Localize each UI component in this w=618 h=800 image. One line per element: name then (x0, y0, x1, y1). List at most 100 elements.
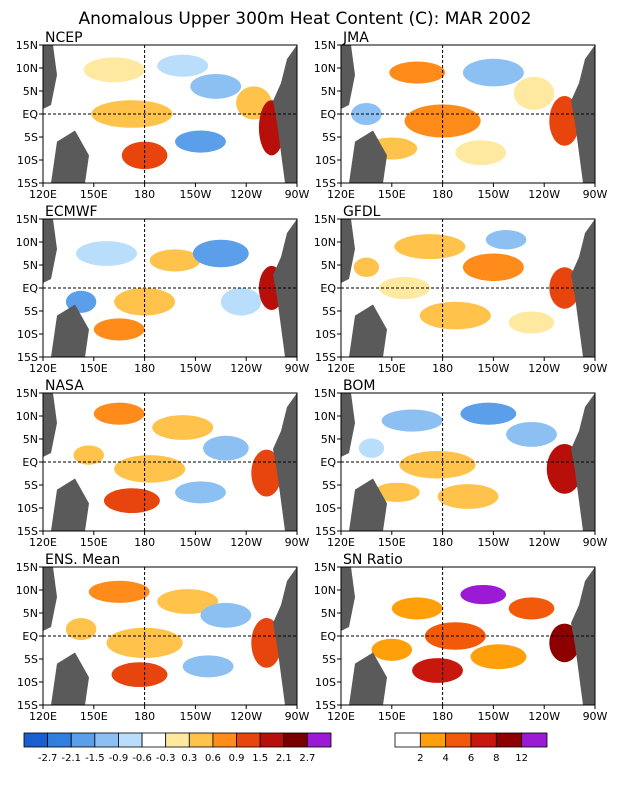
lon-tick-label: 120W (230, 188, 262, 201)
lon-tick-label: 120E (327, 188, 355, 201)
colorbar-swatch (470, 732, 497, 748)
anomaly-patch (424, 622, 486, 650)
lon-tick-label: 120E (29, 710, 57, 723)
colorbar-label: -1.5 (85, 753, 105, 764)
anomaly-patch (175, 481, 226, 504)
anomaly-patch (549, 96, 580, 146)
lat-tick-label: EQ (320, 108, 336, 121)
lat-tick-label: EQ (22, 282, 38, 295)
land-new-guinea-australia (349, 304, 387, 357)
anomaly-patch (192, 239, 249, 268)
lat-tick-label: EQ (22, 630, 38, 643)
lon-tick-label: 150E (80, 710, 108, 723)
lat-tick-label: 10S (17, 154, 38, 167)
land-new-guinea-australia (51, 478, 89, 531)
lat-tick-label: 15S (315, 525, 336, 538)
panel-label: NCEP (45, 30, 83, 46)
lon-tick-label: 120E (327, 710, 355, 723)
lon-tick-label: 150W (179, 710, 211, 723)
lat-tick-label: 5N (23, 433, 38, 446)
lon-tick-label: 120E (29, 362, 57, 375)
colorbar-swatch (394, 732, 421, 748)
anomaly-patch (419, 301, 491, 330)
anomaly-patch (358, 438, 385, 458)
lon-tick-label: 90W (285, 536, 310, 549)
lon-tick-label: 120W (230, 362, 262, 375)
anomaly-patch (220, 288, 262, 316)
lon-tick-label: 120W (528, 710, 560, 723)
colorbar-label: 6 (468, 753, 474, 764)
anomaly-patch (251, 449, 282, 497)
anomaly-patch (549, 623, 580, 663)
anomaly-patch (93, 318, 145, 341)
colorbar-swatch (23, 732, 49, 748)
anomaly-patch (152, 415, 214, 440)
panel-label: GFDL (343, 204, 381, 220)
lat-tick-label: 10S (315, 154, 336, 167)
lat-tick-label: 15N (16, 39, 38, 52)
lat-tick-label: 5N (321, 85, 336, 98)
anomaly-patch (88, 580, 150, 603)
lon-tick-label: 120W (230, 536, 262, 549)
anomaly-colorbar: -2.7 -2.1 -1.5 -0.9 -0.6 -0.3 0.3 0.6 0.9 1.5 2.1 2… (23, 732, 332, 764)
colorbar-swatch (141, 732, 167, 748)
panel-label: ECMWF (45, 204, 98, 220)
colorbar-swatch (212, 732, 237, 748)
lat-tick-label: 10N (314, 236, 336, 249)
anomaly-patch (462, 253, 524, 282)
anomaly-patch (91, 100, 173, 128)
lat-tick-label: 5N (23, 607, 38, 620)
lon-tick-label: 180 (134, 710, 155, 723)
lon-tick-label: 150E (80, 536, 108, 549)
lon-tick-label: 150W (477, 188, 509, 201)
colorbar-swatch (94, 732, 119, 748)
lon-tick-label: 150W (477, 362, 509, 375)
colorbar-swatch (283, 732, 308, 748)
anomaly-patch (508, 311, 555, 334)
anomaly-patch (506, 421, 557, 447)
anomaly-patch (381, 409, 443, 432)
lon-tick-label: 120W (230, 710, 262, 723)
lat-tick-label: 15S (315, 351, 336, 364)
land-new-guinea-australia (51, 130, 89, 183)
lon-tick-label: 180 (134, 536, 155, 549)
lat-tick-label: 15N (314, 561, 336, 574)
sn-ratio-colorbar: 2 4 6 8 12 (394, 732, 548, 764)
lat-tick-label: 10S (315, 328, 336, 341)
lon-tick-label: 90W (285, 188, 310, 201)
lat-tick-label: 10N (16, 236, 38, 249)
lat-tick-label: 10S (315, 502, 336, 515)
lon-tick-label: 90W (583, 710, 608, 723)
lon-tick-label: 150W (179, 188, 211, 201)
lat-tick-label: EQ (320, 282, 336, 295)
lon-tick-label: 90W (583, 188, 608, 201)
lat-tick-label: 15N (314, 213, 336, 226)
lon-tick-label: 120E (327, 536, 355, 549)
lat-tick-label: 5N (321, 607, 336, 620)
anomaly-patch (460, 402, 517, 425)
colorbar-label: -0.6 (132, 753, 152, 764)
land-asia (43, 45, 57, 109)
anomaly-patch (470, 644, 527, 670)
lon-tick-label: 150E (378, 536, 406, 549)
land-asia (43, 567, 57, 631)
colorbar-swatch (306, 732, 332, 748)
lat-tick-label: EQ (320, 456, 336, 469)
anomaly-patch (379, 276, 430, 300)
colorbar-label: 1.5 (252, 753, 268, 764)
lat-tick-label: 5S (322, 479, 336, 492)
anomaly-patch (513, 76, 555, 110)
anomaly-patch (114, 455, 186, 483)
lon-tick-label: 180 (432, 536, 453, 549)
lat-tick-label: 15N (16, 561, 38, 574)
lon-tick-label: 120W (528, 536, 560, 549)
lat-tick-label: 15N (314, 39, 336, 52)
lat-tick-label: 10S (315, 676, 336, 689)
lat-tick-label: 10N (314, 584, 336, 597)
lon-tick-label: 180 (432, 188, 453, 201)
anomaly-patch (157, 54, 209, 77)
